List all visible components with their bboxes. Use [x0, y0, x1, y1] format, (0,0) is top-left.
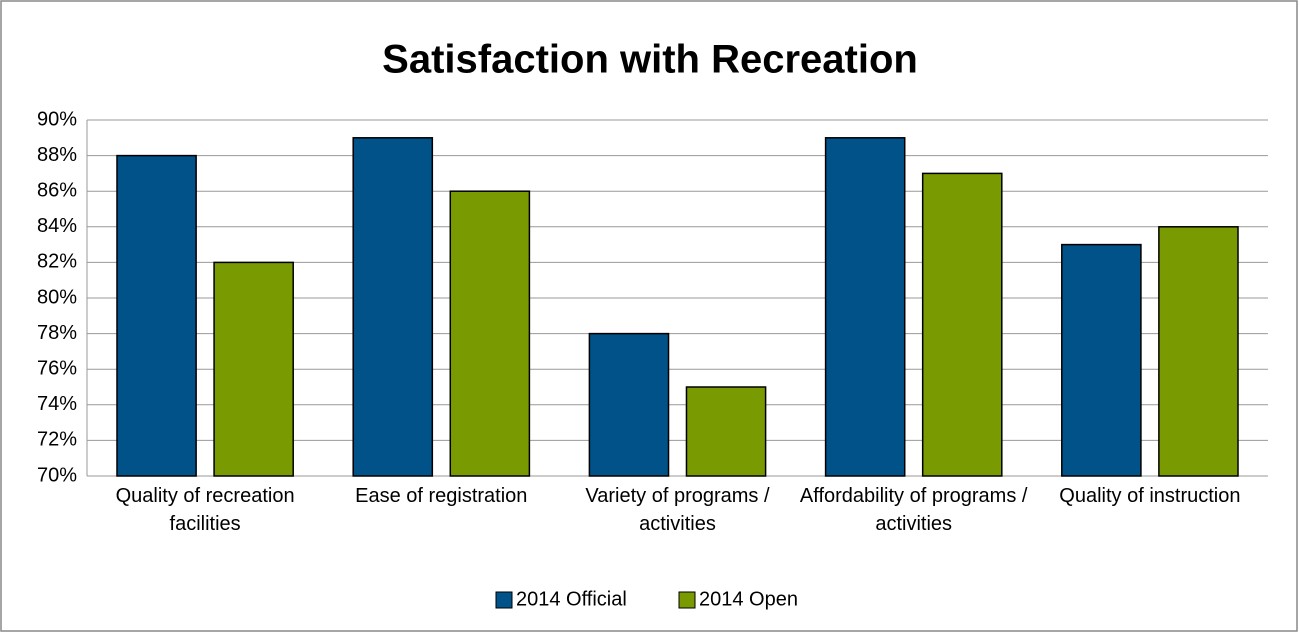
x-tick-label: Quality of instruction — [1059, 485, 1241, 507]
bar — [352, 137, 434, 477]
bar — [824, 137, 906, 477]
y-tick-label: 84% — [37, 215, 77, 237]
y-tick-label: 74% — [37, 393, 77, 415]
y-tick-label: 86% — [37, 179, 77, 201]
bar — [449, 190, 531, 477]
y-tick-label: 90% — [37, 108, 77, 130]
y-tick-label: 82% — [37, 251, 77, 273]
legend-label: 2014 Open — [699, 588, 798, 610]
bar — [116, 154, 197, 477]
y-tick-label: 72% — [37, 429, 77, 451]
y-tick-label: 76% — [37, 357, 77, 379]
bar — [685, 386, 767, 477]
legend-label: 2014 Official — [516, 588, 627, 610]
y-tick-label: 88% — [37, 144, 77, 166]
x-tick-label: Variety of programs / activities — [585, 485, 770, 535]
x-tick-label: Ease of registration — [355, 485, 528, 507]
chart-title: Satisfaction with Recreation — [382, 38, 918, 82]
x-tick-label: Quality of recreation facilities — [115, 485, 295, 535]
y-tick-label: 80% — [37, 286, 77, 308]
bar — [1061, 243, 1142, 477]
y-tick-label: 78% — [37, 322, 77, 344]
y-tick-label: 70% — [37, 464, 77, 486]
bar — [588, 332, 670, 477]
bar — [1158, 226, 1239, 477]
bar — [213, 261, 294, 477]
x-tick-label: Affordability of programs / activities — [799, 485, 1028, 535]
legend-swatch — [495, 591, 513, 609]
bar — [921, 172, 1003, 477]
legend-swatch — [678, 591, 696, 609]
